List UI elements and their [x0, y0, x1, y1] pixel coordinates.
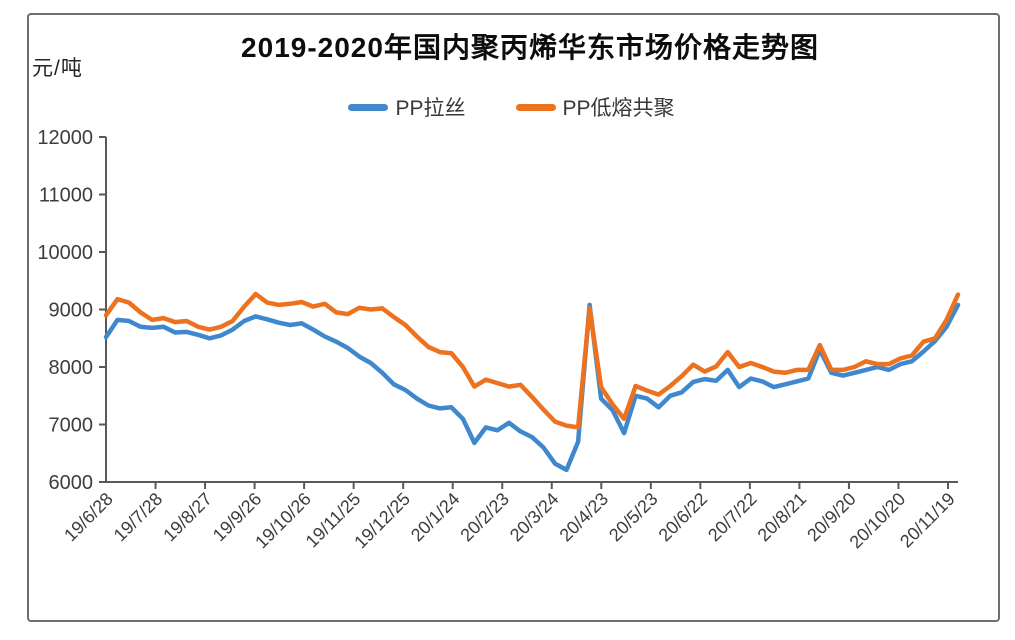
legend: PP拉丝 PP低熔共聚 — [27, 92, 996, 122]
legend-label: PP低熔共聚 — [562, 97, 675, 120]
y-tick-label: 9000 — [49, 300, 94, 322]
y-axis-unit-label: 元/吨 — [32, 57, 83, 80]
y-tick-label: 12000 — [37, 127, 93, 149]
x-tick-label: 20/5/23 — [605, 489, 662, 546]
legend-item-pp-dirong-gongju: PP低熔共聚 — [515, 92, 675, 122]
legend-swatch-orange — [515, 103, 556, 111]
x-tick-label: 20/4/23 — [556, 489, 613, 546]
chart-title: 2019-2020年国内聚丙烯华东市场价格走势图 — [241, 32, 819, 63]
chart-frame — [27, 13, 1000, 622]
x-tick-label: 20/6/22 — [655, 489, 712, 546]
legend-label: PP拉丝 — [395, 97, 466, 120]
legend-item-pp-lasi: PP拉丝 — [348, 92, 466, 122]
y-tick-label: 8000 — [49, 357, 94, 379]
x-tick-label: 20/7/22 — [704, 489, 761, 546]
x-tick-label: 19/7/28 — [110, 489, 167, 546]
x-tick-label: 19/8/27 — [159, 489, 216, 546]
y-tick-label: 6000 — [49, 472, 94, 494]
legend-swatch-blue — [348, 103, 389, 111]
x-tick-label: 20/2/23 — [456, 489, 513, 546]
y-tick-label: 7000 — [49, 415, 94, 437]
series-line-1 — [103, 291, 961, 430]
series-line-0 — [103, 302, 961, 473]
y-tick-label: 10000 — [37, 242, 93, 264]
x-tick-label: 20/11/19 — [896, 489, 959, 552]
axis-lines — [105, 137, 958, 483]
x-tick-label: 20/1/24 — [407, 489, 464, 546]
x-tick-label: 19/6/28 — [60, 489, 117, 546]
y-tick-label: 11000 — [39, 185, 93, 207]
x-tick-label: 20/3/24 — [506, 489, 563, 546]
x-tick-label: 20/8/21 — [754, 489, 811, 546]
